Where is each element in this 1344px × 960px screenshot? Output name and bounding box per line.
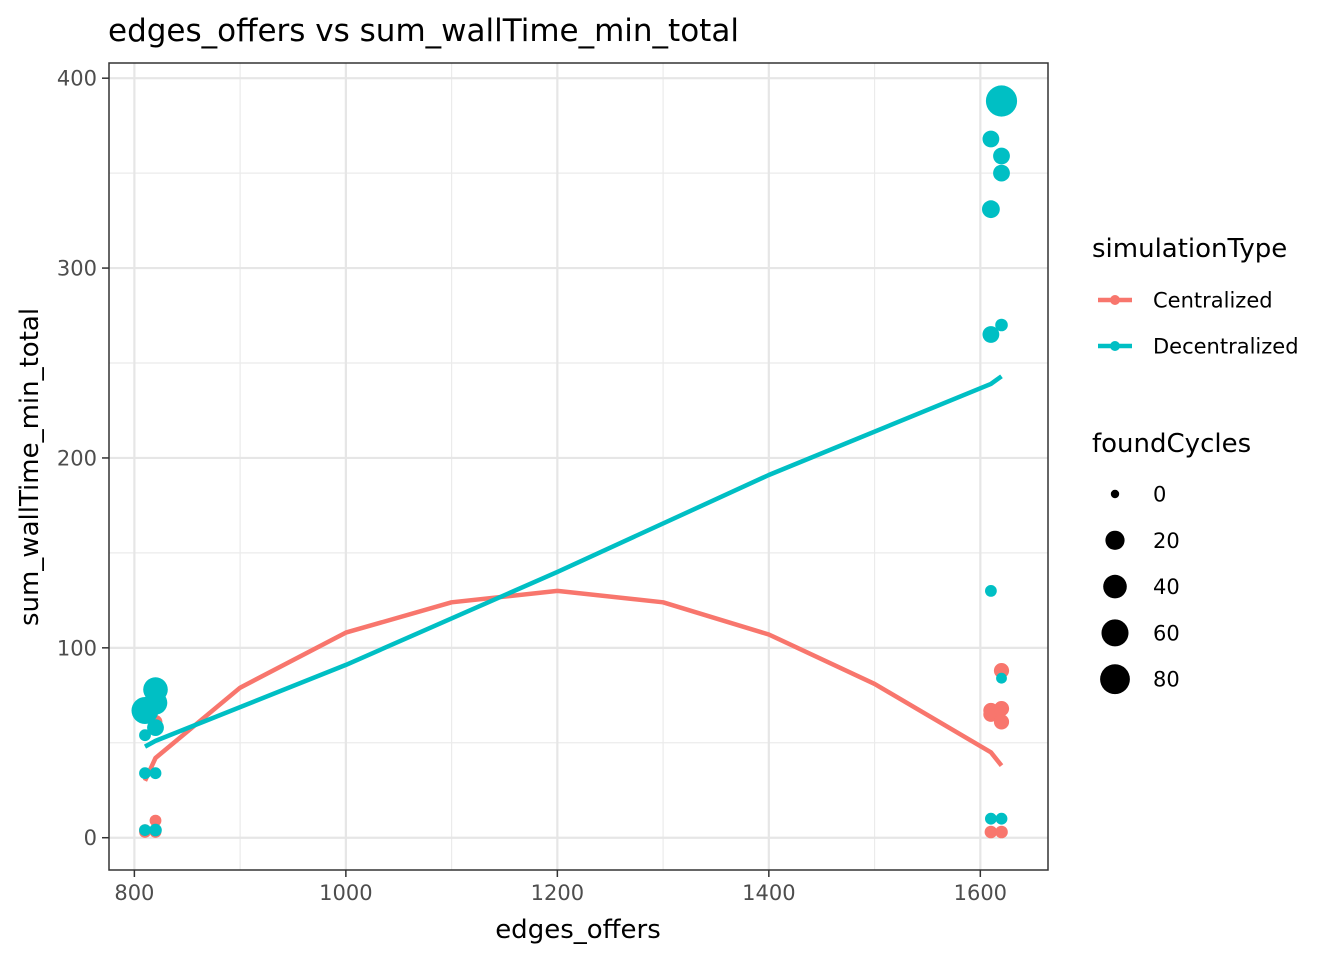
minor-gridlines bbox=[109, 63, 1048, 870]
legend-label-decentralized: Decentralized bbox=[1153, 335, 1299, 359]
point-decentralized bbox=[139, 767, 151, 780]
trend-line-decentralized bbox=[143, 374, 1003, 749]
x-tick-label: 1400 bbox=[742, 881, 795, 905]
legend-size-label: 20 bbox=[1153, 529, 1180, 553]
point-decentralized bbox=[995, 318, 1008, 332]
plot-border bbox=[108, 62, 1049, 871]
legend-color-title: simulationType bbox=[1092, 234, 1287, 264]
legend-size-label: 80 bbox=[1153, 668, 1180, 692]
y-axis-title: sum_wallTime_min_total bbox=[15, 308, 45, 626]
point-decentralized bbox=[982, 200, 1000, 219]
x-tick-label: 1600 bbox=[954, 881, 1007, 905]
y-tick-label: 400 bbox=[57, 67, 97, 91]
legend-color-entries: Centralized Decentralized bbox=[1098, 289, 1299, 359]
legend-dot-decentralized bbox=[1110, 341, 1120, 351]
legend-size-title: foundCycles bbox=[1092, 429, 1251, 459]
point-centralized bbox=[984, 825, 998, 839]
legend-dot-centralized bbox=[1110, 295, 1120, 305]
point-decentralized bbox=[996, 672, 1007, 684]
point-decentralized bbox=[995, 812, 1008, 825]
point-decentralized bbox=[993, 164, 1010, 182]
x-axis-title: edges_offers bbox=[495, 915, 661, 945]
legend-size-dot bbox=[1101, 619, 1129, 647]
trend-lines bbox=[142, 374, 1004, 782]
legend-size-label: 60 bbox=[1153, 621, 1180, 645]
legend-size-dot bbox=[1103, 574, 1127, 599]
point-decentralized bbox=[147, 719, 164, 736]
y-tick-label: 100 bbox=[57, 636, 97, 660]
major-gridlines bbox=[109, 63, 1048, 870]
point-decentralized bbox=[993, 147, 1010, 165]
point-centralized bbox=[995, 825, 1008, 839]
legend-size-label: 0 bbox=[1153, 483, 1166, 507]
point-decentralized bbox=[985, 812, 997, 825]
point-centralized bbox=[149, 814, 162, 827]
trend-line-centralized bbox=[142, 588, 1004, 782]
chart-title: edges_offers vs sum_wallTime_min_total bbox=[108, 13, 739, 49]
point-centralized bbox=[993, 701, 1010, 717]
y-tick-label: 200 bbox=[57, 446, 97, 470]
legend-size-entries: 0 20 40 60 80 bbox=[1100, 483, 1180, 695]
y-tick-label: 300 bbox=[57, 257, 97, 281]
point-decentralized bbox=[985, 585, 997, 597]
point-decentralized bbox=[982, 326, 1000, 343]
x-axis: 800 1000 1200 1400 1600 bbox=[114, 870, 1007, 905]
legend: simulationType CentralizedDecentralized … bbox=[1092, 234, 1299, 695]
legend-size-dot bbox=[1110, 489, 1120, 499]
point-decentralized bbox=[985, 85, 1018, 117]
x-tick-label: 1000 bbox=[319, 881, 372, 905]
point-decentralized bbox=[149, 767, 162, 780]
x-tick-label: 800 bbox=[114, 881, 154, 905]
point-decentralized bbox=[143, 677, 168, 702]
y-axis: 0 100 200 300 400 bbox=[57, 67, 109, 850]
point-decentralized bbox=[982, 130, 1000, 148]
point-decentralized bbox=[139, 729, 151, 742]
point-decentralized bbox=[139, 824, 151, 836]
plot-panel bbox=[108, 62, 1049, 871]
plot-background bbox=[109, 63, 1048, 870]
legend-label-centralized: Centralized bbox=[1153, 289, 1273, 313]
legend-size-dot bbox=[1105, 530, 1125, 550]
y-tick-label: 0 bbox=[84, 826, 97, 850]
data-points bbox=[131, 85, 1018, 839]
point-decentralized bbox=[149, 823, 162, 837]
legend-size-label: 40 bbox=[1153, 575, 1180, 599]
legend-size-dot bbox=[1100, 664, 1130, 695]
point-centralized bbox=[993, 714, 1010, 730]
x-tick-label: 1200 bbox=[531, 881, 584, 905]
